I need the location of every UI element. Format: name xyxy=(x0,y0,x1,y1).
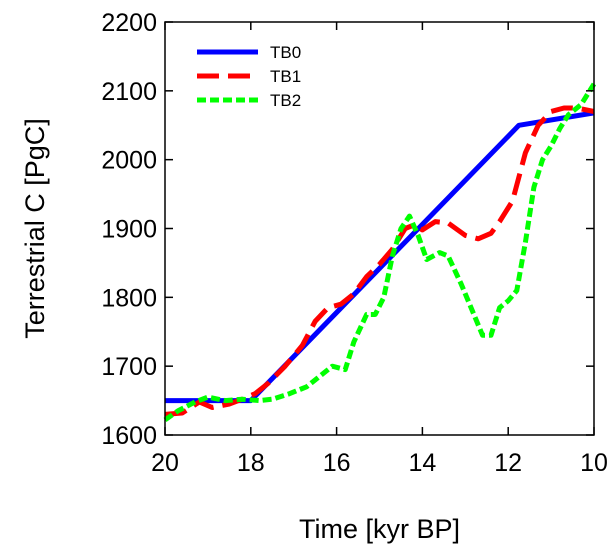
y-tick-label: 1900 xyxy=(101,216,157,244)
series-line-tb1 xyxy=(164,105,595,417)
y-tick-label: 2000 xyxy=(101,147,157,175)
axis-ticks: 20 18 16 14 12 10 1600 1700 1800 1900 2000 2100 2200 xyxy=(101,9,608,477)
x-tick-label: 10 xyxy=(580,449,608,477)
y-tick-label: 2200 xyxy=(101,9,157,37)
legend-label-tb0: TB0 xyxy=(270,43,301,62)
x-tick-label: 14 xyxy=(408,449,436,477)
y-axis-title: Terrestrial C [PgC] xyxy=(20,118,50,339)
x-tick-label: 16 xyxy=(323,449,351,477)
legend: TB0 TB1 TB2 xyxy=(197,43,301,110)
series-line-tb2 xyxy=(163,82,597,422)
y-tick-label: 1800 xyxy=(101,284,157,312)
legend-label-tb1: TB1 xyxy=(270,67,301,86)
x-tick-label: 12 xyxy=(494,449,522,477)
y-tick-label: 1700 xyxy=(101,353,157,381)
x-tick-label: 18 xyxy=(237,449,265,477)
series-line-tb0 xyxy=(165,110,595,404)
y-tick-label: 2100 xyxy=(101,78,157,106)
y-tick-label: 1600 xyxy=(101,422,157,450)
legend-label-tb2: TB2 xyxy=(270,91,301,110)
x-axis-title: Time [kyr BP] xyxy=(299,514,460,544)
x-tick-label: 20 xyxy=(151,449,179,477)
series-layer xyxy=(163,82,597,422)
